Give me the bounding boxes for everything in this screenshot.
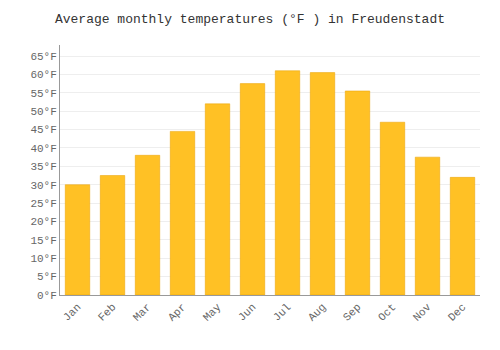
svg-text:Nov: Nov <box>411 301 434 324</box>
svg-text:Oct: Oct <box>376 301 398 323</box>
svg-text:30°F: 30°F <box>30 180 56 192</box>
svg-text:50°F: 50°F <box>30 106 56 118</box>
svg-text:Dec: Dec <box>446 301 468 323</box>
svg-text:20°F: 20°F <box>30 216 56 228</box>
svg-text:Jun: Jun <box>236 301 258 323</box>
svg-text:Sep: Sep <box>341 301 363 323</box>
svg-text:40°F: 40°F <box>30 143 56 155</box>
svg-text:5°F: 5°F <box>37 271 57 283</box>
svg-text:Feb: Feb <box>96 301 118 323</box>
svg-text:Jan: Jan <box>61 301 83 323</box>
svg-text:25°F: 25°F <box>30 198 56 210</box>
svg-text:65°F: 65°F <box>30 51 56 63</box>
svg-text:15°F: 15°F <box>30 235 56 247</box>
svg-text:Average monthly temperatures (: Average monthly temperatures (°F ) in Fr… <box>55 12 445 27</box>
svg-text:55°F: 55°F <box>30 88 56 100</box>
svg-text:35°F: 35°F <box>30 161 56 173</box>
svg-text:Apr: Apr <box>166 301 188 323</box>
svg-text:0°F: 0°F <box>37 290 57 302</box>
svg-text:Mar: Mar <box>131 301 153 323</box>
svg-text:60°F: 60°F <box>30 69 56 81</box>
svg-text:May: May <box>201 301 224 324</box>
svg-text:Aug: Aug <box>306 301 328 323</box>
svg-text:45°F: 45°F <box>30 124 56 136</box>
svg-text:Jul: Jul <box>271 301 293 323</box>
svg-text:10°F: 10°F <box>30 253 56 265</box>
